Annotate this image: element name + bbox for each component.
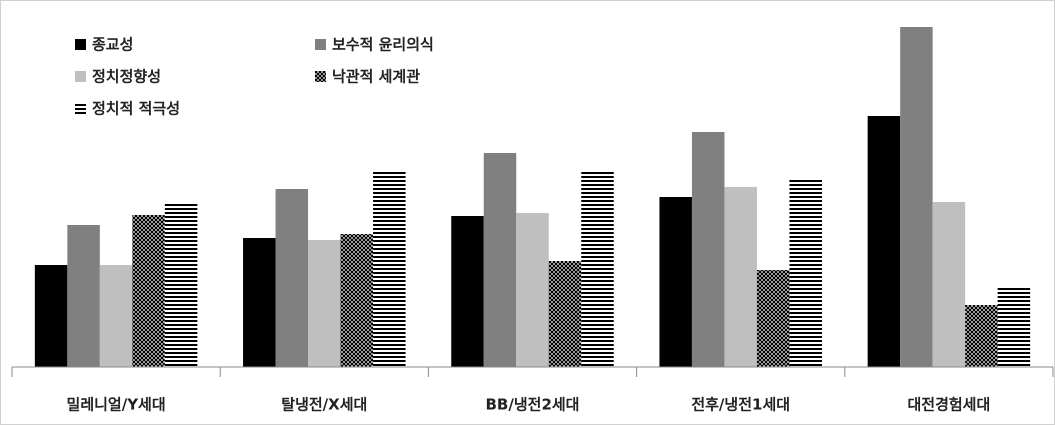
bar <box>516 213 549 367</box>
bar <box>756 270 790 367</box>
x-tick-label: 대전경험세대 <box>907 396 990 414</box>
bar <box>308 240 341 367</box>
bar <box>340 234 374 367</box>
bar <box>132 215 165 367</box>
bar <box>659 197 692 367</box>
legend-marker <box>315 39 326 50</box>
bar <box>581 171 614 367</box>
legend-marker <box>75 71 86 82</box>
x-tick-label: 탈냉전/X세대 <box>281 396 367 414</box>
bar <box>789 178 822 367</box>
legend-label: 보수적 윤리의식 <box>332 36 434 54</box>
bar <box>275 189 309 367</box>
legend-marker <box>75 39 86 50</box>
legend-label: 종교성 <box>92 36 133 54</box>
legend-label: 정치적 적극성 <box>92 100 180 118</box>
bar <box>164 203 198 367</box>
bar <box>99 265 133 367</box>
bar <box>724 187 757 367</box>
bar <box>67 225 100 367</box>
legend-marker <box>75 103 86 114</box>
bar <box>373 171 406 367</box>
bar <box>867 116 901 367</box>
x-tick-label: BB/냉전2세대 <box>486 396 580 414</box>
legend-label: 낙관적 세계관 <box>332 68 420 86</box>
x-tick-label: 전후/냉전1세대 <box>691 396 790 414</box>
bar <box>34 265 68 367</box>
bar <box>691 132 725 367</box>
bar <box>900 27 933 367</box>
legend-marker <box>315 71 326 82</box>
bar <box>548 261 582 367</box>
bar <box>483 153 517 367</box>
bar <box>451 216 484 367</box>
bar <box>997 286 1031 367</box>
x-tick-label: 밀레니얼/Y세대 <box>67 396 166 414</box>
bar <box>932 202 966 367</box>
bar <box>965 305 998 367</box>
legend-label: 정치정향성 <box>92 68 161 86</box>
bar <box>243 238 276 367</box>
